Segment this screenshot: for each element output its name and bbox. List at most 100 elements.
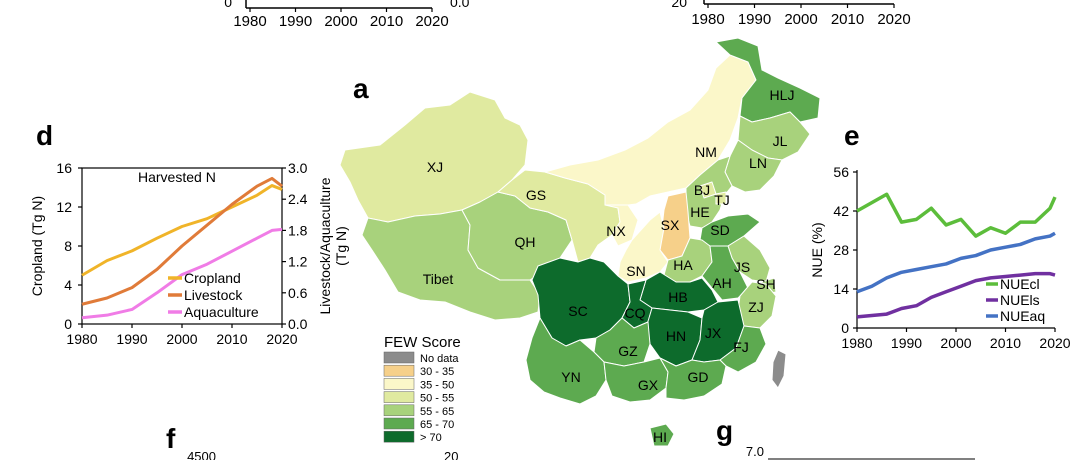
- province-label-hn: HN: [666, 328, 686, 344]
- panel-letter-e: e: [844, 120, 860, 151]
- map-legend-label: > 70: [420, 432, 442, 444]
- province-yn: [525, 317, 607, 405]
- panel-d-series-livestock: [81, 176, 283, 306]
- province-label-cq: CQ: [625, 305, 646, 321]
- map-legend-swatch: [383, 417, 415, 430]
- province-label-fj: FJ: [733, 339, 749, 355]
- top-right-xtick-label: 2020: [877, 11, 910, 28]
- panel-d-xtick-label: 2000: [166, 331, 197, 347]
- panel-e-chart: 0 14 28 42 56 1980 1990 2000 2010 2020 NUE (%) N…: [809, 164, 1071, 351]
- panel-e-ytick-label: 14: [833, 281, 849, 297]
- panel-e-series-nuels: [856, 271, 1056, 319]
- panel-letter-d: d: [36, 120, 53, 151]
- panel-d-legend-label: Aquaculture: [184, 304, 259, 320]
- panel-d-ylabel-right: Livestock/Aquaculture: [317, 177, 333, 314]
- province-label-jx: JX: [705, 325, 722, 341]
- top-left-xtick-label: 2000: [324, 13, 357, 30]
- panel-d-ytick-label: 16: [56, 160, 72, 176]
- top-right-xtick-label: 2010: [831, 11, 864, 28]
- province-gx: [603, 357, 669, 403]
- province-label-jl: JL: [773, 133, 788, 149]
- province-label-nm: NM: [695, 144, 717, 160]
- province-label-zj: ZJ: [748, 299, 764, 315]
- map-legend-label: 35 - 50: [420, 379, 454, 391]
- map-legend-title: FEW Score: [384, 334, 461, 351]
- province-tj: [715, 191, 727, 205]
- province-label-qh: QH: [515, 234, 536, 250]
- panel-d-ytick-right-label: 0.0: [288, 316, 308, 332]
- province-label-bj: BJ: [694, 182, 710, 198]
- map-legend-swatch: [383, 364, 415, 377]
- panel-letter-g: g: [716, 415, 733, 446]
- province-label-hi: HI: [653, 429, 667, 445]
- panel-letter-a: a: [353, 73, 369, 104]
- top-left-xtick-label: 1990: [279, 13, 312, 30]
- top-left-ybottom-right: 0.0: [450, 0, 470, 10]
- province-label-js: JS: [734, 259, 750, 275]
- panel-e-xtick-label: 2010: [990, 335, 1021, 351]
- map-legend-swatch: [383, 378, 415, 390]
- panel-f-ytick-right: 20: [444, 449, 458, 460]
- panel-e-ylabel: NUE (%): [809, 222, 825, 277]
- map-legend-label: 50 - 55: [420, 393, 454, 405]
- top-left-axis-fragment: 0 0.0 1980 1990 2000 2010 2020: [224, 0, 470, 30]
- top-left-xtick-label: 1980: [233, 13, 266, 30]
- map-legend-label: 55 - 65: [420, 406, 454, 418]
- panel-e-ytick-label: 28: [833, 242, 849, 258]
- province-label-gx: GX: [638, 377, 659, 393]
- panel-e-xtick-label: 2020: [1039, 335, 1070, 351]
- map-legend-swatch: [383, 430, 415, 443]
- panel-e-xtick-label: 1980: [841, 335, 872, 351]
- panel-f-ytick-top: 4500: [187, 449, 216, 460]
- province-label-tibet: Tibet: [423, 271, 454, 287]
- china-map: [339, 37, 821, 447]
- top-right-xtick-label: 1990: [738, 11, 771, 28]
- province-label-gd: GD: [688, 369, 709, 385]
- province-ah: [701, 245, 749, 301]
- province-label-tj: TJ: [714, 192, 730, 208]
- panel-d-ytick-right-label: 3.0: [288, 160, 308, 176]
- map-legend-label: No data: [420, 353, 459, 365]
- panel-e-xtick-label: 2000: [940, 335, 971, 351]
- province-label-hb: HB: [668, 289, 687, 305]
- panel-e-series-nuecl: [856, 192, 1057, 238]
- province-label-sh: SH: [756, 276, 775, 292]
- panel-f-fragment: 4500 20: [187, 449, 458, 460]
- panel-d-xtick-label: 2010: [216, 331, 247, 347]
- province-label-gs: GS: [526, 187, 546, 203]
- top-left-xtick-label: 2010: [370, 13, 403, 30]
- panel-d-ytick-label: 4: [64, 277, 72, 293]
- panel-e-legend-label: NUEcl: [1000, 276, 1040, 292]
- province-label-gz: GZ: [618, 343, 638, 359]
- province-label-yn: YN: [561, 369, 580, 385]
- top-right-axis-fragment: 20 1980 1990 2000 2010 2020: [671, 0, 911, 28]
- panel-g-ytick-top: 7.0: [746, 444, 764, 459]
- province-label-sd: SD: [710, 222, 729, 238]
- province-label-ah: AH: [712, 275, 731, 291]
- panel-d-chart: 0 4 8 12 16 0.0 0.6 1.2 1.8 2.4 3.0 1980 1990 2000 2…: [29, 160, 349, 347]
- panel-e-series-nueaq: [856, 231, 1056, 294]
- panel-d-ytick-label: 8: [64, 238, 72, 254]
- panel-d-xtick-label: 1990: [116, 331, 147, 347]
- panel-d-ytick-right-label: 0.6: [288, 285, 308, 301]
- province-label-sc: SC: [568, 303, 587, 319]
- province-tw: [771, 349, 787, 389]
- panel-d-legend-label: Cropland: [184, 270, 241, 286]
- province-label-xj: XJ: [427, 159, 443, 175]
- panel-d-title: Harvested N: [138, 169, 216, 185]
- panel-d-xtick-label: 1980: [66, 331, 97, 347]
- province-label-sx: SX: [661, 217, 680, 233]
- top-left-ybottom: 0: [224, 0, 232, 10]
- map-legend-swatch: [383, 391, 415, 403]
- province-hi: [649, 423, 675, 447]
- map-legend-swatch: [383, 351, 415, 364]
- panel-d-ylabel-right-unit: (Tg N): [333, 226, 349, 266]
- panel-d-ytick-right-label: 2.4: [288, 191, 308, 207]
- panel-d-ytick-right-label: 1.8: [288, 222, 308, 238]
- top-right-ybottom: 20: [671, 0, 687, 10]
- panel-e-legend-label: NUEaq: [1000, 308, 1045, 324]
- panel-letter-f: f: [166, 423, 176, 454]
- panel-e-legend-label: NUEls: [1000, 292, 1040, 308]
- panel-d-ytick-label: 12: [56, 199, 72, 215]
